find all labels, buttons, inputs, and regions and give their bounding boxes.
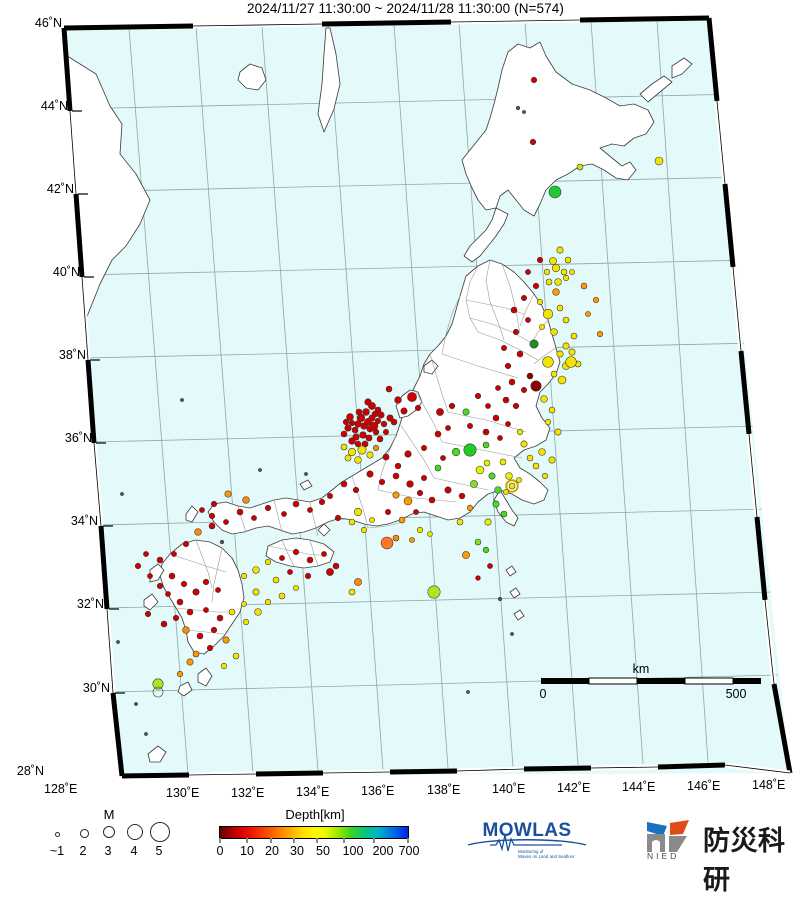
lat-label-40: 40˚N [52,265,80,279]
mowlas-arc [467,839,587,846]
nied-logo[interactable]: NIED 防災科研 [643,818,803,896]
depth-label-20: 20 [265,844,279,858]
depth-label-50: 50 [316,844,330,858]
lat-label-44: 44˚N [40,99,68,113]
scale-bar: km 0 500 [540,662,761,701]
magnitude-marker-5 [150,822,170,842]
nied-gray-right [669,836,687,852]
lat-label-38: 38˚N [58,348,86,362]
magnitude-marker-2 [80,829,89,838]
nied-blue-mark [647,822,667,836]
magnitude-label-2: 2 [79,844,87,858]
mowlas-tagline-1: Monitoring of [518,849,544,854]
map-svg: km 0 500 [61,15,793,779]
depth-label-10: 10 [240,844,254,858]
lat-label-30: 30˚N [82,681,110,695]
depth-label-100: 100 [342,844,364,858]
magnitude-legend-title: M [103,807,115,822]
lon-label-130: 130˚E [166,786,200,800]
magnitude-label-5: 5 [155,844,163,858]
lat-label-34: 34˚N [70,514,98,528]
mowlas-logo[interactable]: MOWLAS Monitoring of Waves on Land and S… [466,818,588,860]
lat-label-36: 36˚N [64,431,92,445]
lon-label-144: 144˚E [622,780,656,794]
lon-label-142: 142˚E [557,781,591,795]
nied-abbr-label: NIED [647,851,679,860]
map-canvas[interactable]: km 0 500 [0,14,811,779]
depth-label-200: 200 [372,844,394,858]
depth-label-700: 700 [398,844,420,858]
lon-label-146: 146˚E [687,779,721,793]
magnitude-legend: M ~1 2 3 4 5 [34,807,184,859]
magnitude-label-1: ~1 [49,844,65,858]
mowlas-wordmark: MOWLAS [483,820,572,841]
mowlas-logo-svg: MOWLAS Monitoring of Waves on Land and S… [467,820,587,859]
nied-gray-left [647,834,665,852]
lon-label-136: 136˚E [361,784,395,798]
map-frame [61,15,793,779]
scalebar-max-label: 500 [726,687,747,701]
lon-label-138: 138˚E [427,783,461,797]
depth-legend-title: Depth[km] [285,807,345,822]
lat-label-46: 46˚N [34,16,62,30]
lat-label-28: 28˚N [16,764,44,778]
lon-label-140: 140˚E [492,782,526,796]
depth-colorbar [219,826,409,839]
mowlas-tagline-2: Waves on Land and Seafloor [518,854,575,859]
epicenter-layer [116,76,664,736]
lon-label-132: 132˚E [231,786,265,800]
page-title: 2024/11/27 11:30:00 ~ 2024/11/28 11:30:0… [247,1,564,16]
mowlas-waveform [490,834,562,852]
magnitude-marker-row [34,822,184,844]
nied-red-mark [670,820,689,835]
nied-logo-svg: NIED [647,820,689,861]
graticule [67,19,779,775]
lon-label-128: 128˚E [44,782,78,796]
lon-label-148: 148˚E [752,778,786,792]
land-polygons [64,27,693,763]
magnitude-label-row: ~1 2 3 4 5 [34,844,184,860]
depth-label-0: 0 [216,844,224,858]
magnitude-marker-1 [55,832,61,838]
depth-label-30: 30 [290,844,304,858]
magnitude-marker-3 [103,826,116,839]
lat-label-42: 42˚N [46,182,74,196]
depth-legend: Depth[km] 0 10 20 30 50 100 200 700 [215,807,420,859]
legend-area: M ~1 2 3 4 5 Depth[km] [0,795,811,863]
scalebar-min-label: 0 [540,687,547,701]
magnitude-label-3: 3 [104,844,112,858]
magnitude-marker-4 [127,824,143,840]
depth-colorbar-ticks [215,838,415,846]
scalebar-unit-label: km [633,662,650,676]
nied-name-ja-label: 防災科研 [703,826,786,896]
lat-label-32: 32˚N [76,597,104,611]
depth-label-row: 0 10 20 30 50 100 200 700 [215,844,420,860]
lon-label-134: 134˚E [296,785,330,799]
noto-cluster [340,398,394,464]
magnitude-label-4: 4 [130,844,138,858]
